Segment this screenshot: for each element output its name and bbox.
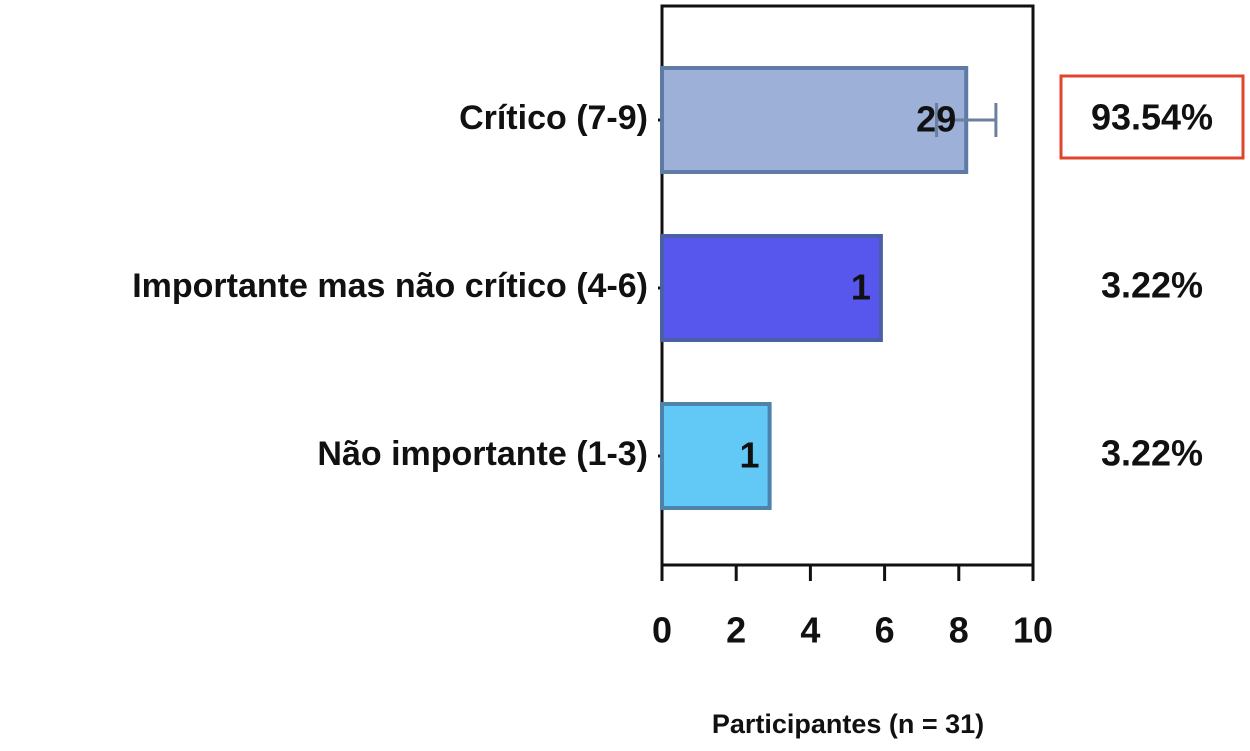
y-tick-label: Importante mas não crítico (4-6) [132,267,648,305]
bar [660,66,969,174]
x-axis-title: Participantes (n = 31) [712,709,984,739]
count-label: 1 [740,435,760,476]
bar [660,234,883,342]
percentage-label: 93.54% [1091,97,1213,138]
highlight-box [1059,74,1245,160]
x-tick-label: 2 [726,610,746,651]
percentage-label: 3.22% [1101,265,1203,306]
x-tick-label: 10 [1013,610,1053,651]
x-tick-label: 6 [875,610,895,651]
y-tick-label: Crítico (7-9) [459,99,648,137]
x-tick-label: 4 [800,610,820,651]
count-label: 29 [916,99,956,140]
count-label: 1 [851,267,871,308]
x-tick-label: 0 [652,610,672,651]
x-tick-label: 8 [949,610,969,651]
y-tick-label: Não importante (1-3) [317,435,648,473]
percentage-label: 3.22% [1101,433,1203,474]
bar [660,402,772,510]
